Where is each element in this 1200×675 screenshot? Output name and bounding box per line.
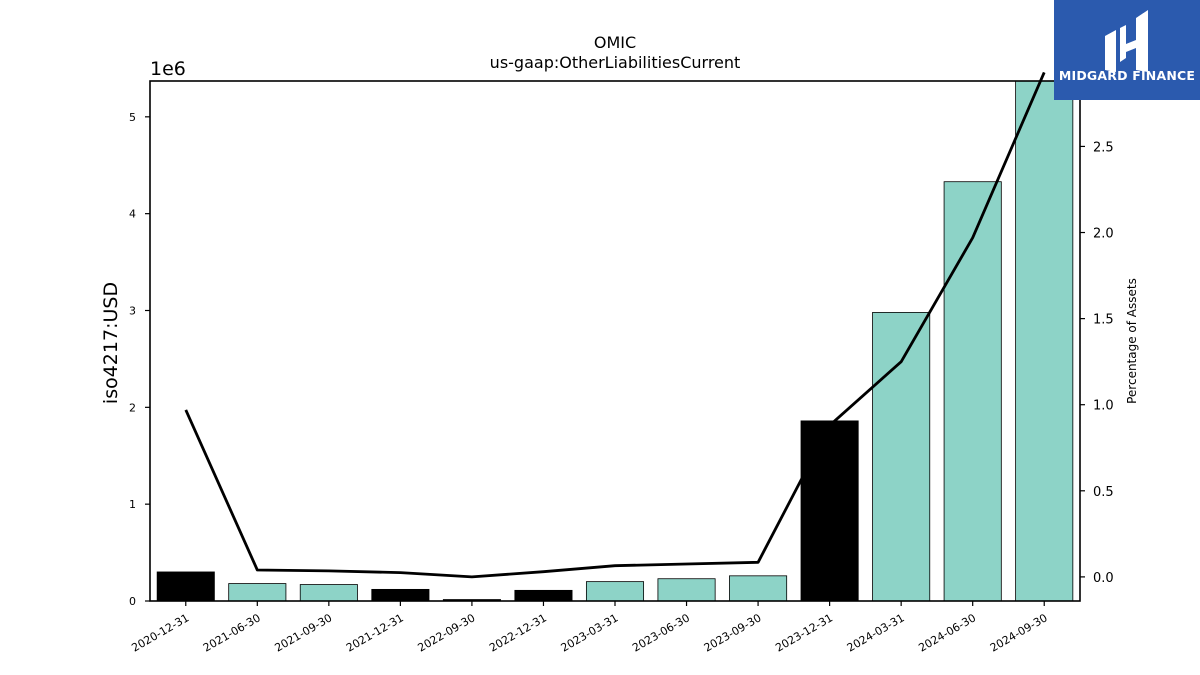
y2-tick-label: 2.0 bbox=[1093, 227, 1114, 242]
bar-layer bbox=[156, 80, 1074, 602]
line-layer bbox=[184, 71, 1046, 579]
y-offset-label: 1e6 bbox=[150, 58, 186, 80]
bar-2023-06-30 bbox=[657, 578, 716, 602]
y2-tick-label: 0.0 bbox=[1093, 571, 1114, 586]
x-tick-label: 2024-09-30 bbox=[988, 611, 1050, 654]
bar-2023-12-31 bbox=[800, 420, 859, 602]
x-tick-label: 2022-12-31 bbox=[487, 611, 549, 654]
bar-2024-06-30 bbox=[943, 181, 1002, 602]
y2-tick-label: 1.5 bbox=[1093, 313, 1114, 328]
y-axis-label: iso4217:USD bbox=[100, 282, 122, 404]
x-tick-label: 2023-03-31 bbox=[559, 611, 621, 654]
y2-tick-label: 2.5 bbox=[1093, 140, 1114, 155]
bar-2021-06-30 bbox=[228, 583, 287, 602]
chart-subtitle: us-gaap:OtherLiabilitiesCurrent bbox=[490, 53, 741, 72]
bar-2023-03-31 bbox=[585, 581, 645, 602]
plot-frame bbox=[149, 80, 1081, 602]
y2-axis-label: Percentage of Assets bbox=[1125, 278, 1139, 404]
brand-name: MIDGARD FINANCE bbox=[1058, 68, 1196, 83]
y-tick-label: 4 bbox=[129, 208, 136, 221]
brand-logo: MIDGARD FINANCE bbox=[1054, 0, 1200, 100]
bar-2022-12-31 bbox=[514, 589, 573, 602]
y-tick-label: 1 bbox=[129, 498, 136, 511]
x-tick-label: 2023-12-31 bbox=[773, 611, 835, 654]
x-tick-label: 2024-03-31 bbox=[845, 611, 907, 654]
x-tick-label: 2023-06-30 bbox=[630, 611, 692, 654]
bar-2021-09-30 bbox=[299, 584, 358, 602]
x-tick-label: 2023-09-30 bbox=[702, 611, 764, 654]
x-tick-label: 2022-09-30 bbox=[416, 611, 478, 654]
y2-tick-label: 0.5 bbox=[1093, 485, 1114, 500]
y2-tick-label: 1.0 bbox=[1093, 399, 1114, 414]
bar-2024-03-31 bbox=[872, 312, 931, 602]
y-tick-label: 5 bbox=[129, 111, 136, 124]
chart-title: OMIC bbox=[594, 33, 636, 52]
y-tick-label: 2 bbox=[129, 401, 136, 414]
y-tick-label: 3 bbox=[129, 304, 136, 317]
x-tick-label: 2020-12-31 bbox=[129, 611, 191, 654]
x-tick-label: 2021-12-31 bbox=[344, 611, 406, 654]
midgard-logo-icon bbox=[1105, 10, 1148, 72]
x-tick-label: 2024-06-30 bbox=[916, 611, 978, 654]
bar-2023-09-30 bbox=[729, 575, 788, 602]
y-tick-label: 0 bbox=[129, 595, 136, 608]
x-tick-label: 2021-06-30 bbox=[201, 611, 263, 654]
bar-2024-09-30 bbox=[1015, 80, 1074, 602]
bar-2021-12-31 bbox=[371, 588, 430, 602]
x-tick-label: 2021-09-30 bbox=[272, 611, 334, 654]
bar-2020-12-31 bbox=[156, 571, 215, 602]
